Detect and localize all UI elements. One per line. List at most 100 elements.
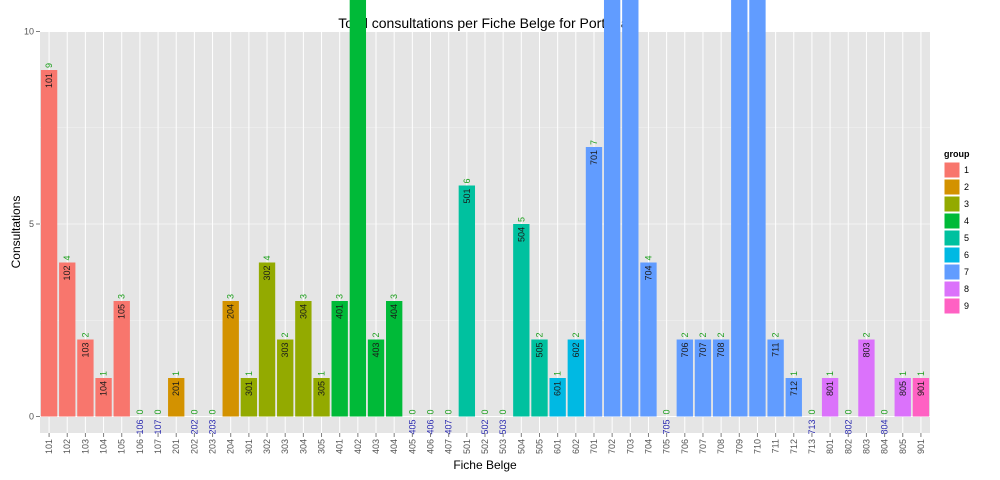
x-tick-label: 501 bbox=[462, 439, 472, 454]
bar-value-label: 3 bbox=[389, 294, 399, 299]
bar bbox=[640, 262, 657, 417]
bar-category-label: 803 bbox=[861, 343, 871, 358]
x-tick-label: 705 bbox=[662, 439, 672, 454]
y-tick-label: 0 bbox=[29, 412, 34, 422]
bar-value-label: 0 bbox=[135, 409, 145, 414]
legend-label: 7 bbox=[964, 267, 969, 277]
bar-value-label: 1 bbox=[553, 371, 563, 376]
bar bbox=[694, 339, 712, 417]
x-tick-label: 305 bbox=[317, 439, 327, 454]
bar-category-label: 304 bbox=[298, 304, 308, 319]
bar-category-label: 713 bbox=[807, 420, 817, 435]
bar-value-label: 1 bbox=[99, 371, 109, 376]
bar-category-label: 503 bbox=[498, 420, 508, 435]
x-tick-label: 805 bbox=[898, 439, 908, 454]
x-tick-label: 802 bbox=[843, 439, 853, 454]
bar-category-label: 302 bbox=[262, 266, 272, 281]
x-tick-label: 203 bbox=[208, 439, 218, 454]
x-tick-label: 701 bbox=[589, 439, 599, 454]
bar-category-label: 107 bbox=[153, 420, 163, 435]
bar-value-label: 2 bbox=[716, 332, 726, 337]
bar-category-label: 705 bbox=[662, 420, 672, 435]
bar-value-label: 6 bbox=[462, 178, 472, 183]
bar bbox=[349, 0, 367, 417]
bar-category-label: 301 bbox=[244, 381, 254, 396]
bar-category-label: 501 bbox=[462, 189, 472, 204]
x-tick-label: 601 bbox=[553, 439, 563, 454]
x-tick-label: 202 bbox=[189, 439, 199, 454]
legend-label: 1 bbox=[964, 165, 969, 175]
bar-value-label: 4 bbox=[62, 255, 72, 260]
bar-category-label: 706 bbox=[680, 343, 690, 358]
bar-category-label: 203 bbox=[208, 420, 218, 435]
bar bbox=[531, 339, 548, 417]
bar-category-label: 305 bbox=[317, 381, 327, 396]
legend-label: 9 bbox=[964, 301, 969, 311]
bar bbox=[785, 378, 802, 417]
legend-swatch bbox=[943, 229, 961, 247]
legend-label: 4 bbox=[964, 216, 969, 226]
x-tick-label: 712 bbox=[789, 439, 799, 454]
x-tick-label: 713 bbox=[807, 439, 817, 454]
x-tick-label: 304 bbox=[298, 439, 308, 454]
bar bbox=[894, 378, 911, 417]
x-tick-label: 201 bbox=[171, 439, 181, 454]
legend-label: 8 bbox=[964, 284, 969, 294]
bar-value-label: 7 bbox=[589, 140, 599, 145]
x-tick-label: 505 bbox=[534, 439, 544, 454]
bar-category-label: 712 bbox=[789, 381, 799, 396]
legend-swatch bbox=[943, 263, 961, 281]
x-tick-label: 504 bbox=[516, 439, 526, 454]
bar-value-label: 4 bbox=[262, 255, 272, 260]
x-tick-label: 403 bbox=[371, 439, 381, 454]
bar bbox=[168, 378, 185, 417]
bar-value-label: 3 bbox=[226, 294, 236, 299]
x-tick-label: 702 bbox=[607, 439, 617, 454]
bar-value-label: 0 bbox=[498, 409, 508, 414]
bar bbox=[749, 0, 766, 417]
legend-label: 6 bbox=[964, 250, 969, 260]
y-tick-label: 10 bbox=[24, 27, 34, 37]
bar-category-label: 204 bbox=[226, 304, 236, 319]
bar bbox=[858, 339, 875, 417]
bar bbox=[367, 339, 385, 417]
bar-category-label: 102 bbox=[62, 266, 72, 281]
x-tick-label: 407 bbox=[444, 439, 454, 454]
x-tick-label: 404 bbox=[389, 439, 399, 454]
bar bbox=[59, 262, 76, 417]
x-tick-label: 101 bbox=[44, 439, 54, 454]
x-tick-label: 402 bbox=[353, 439, 363, 454]
bar-category-label: 407 bbox=[444, 420, 454, 435]
bar bbox=[222, 301, 239, 417]
bar-value-label: 0 bbox=[843, 409, 853, 414]
bar-category-label: 601 bbox=[553, 381, 563, 396]
y-tick-label: 5 bbox=[29, 219, 34, 229]
legend-swatch bbox=[943, 178, 961, 196]
x-tick-label: 710 bbox=[752, 439, 762, 454]
x-axis-title: Fiche Belge bbox=[453, 458, 517, 472]
bar-value-label: 0 bbox=[407, 409, 417, 414]
bar bbox=[258, 262, 276, 417]
x-tick-label: 703 bbox=[625, 439, 635, 454]
x-tick-label: 302 bbox=[262, 439, 272, 454]
bar bbox=[676, 339, 693, 417]
y-axis: 051015 bbox=[24, 27, 40, 422]
x-tick-label: 102 bbox=[62, 439, 72, 454]
bar-value-label: 5 bbox=[516, 217, 526, 222]
x-tick-label: 303 bbox=[280, 439, 290, 454]
bar-category-label: 704 bbox=[643, 266, 653, 281]
x-tick-label: 706 bbox=[680, 439, 690, 454]
bar-value-label: 2 bbox=[534, 332, 544, 337]
x-tick-label: 707 bbox=[698, 439, 708, 454]
bar bbox=[622, 0, 639, 417]
x-tick-label: 107 bbox=[153, 439, 163, 454]
legend-swatch bbox=[943, 161, 961, 179]
bar-category-label: 805 bbox=[898, 381, 908, 396]
x-tick-label: 105 bbox=[117, 439, 127, 454]
bar-value-label: 0 bbox=[208, 409, 218, 414]
bar-value-label: 0 bbox=[880, 409, 890, 414]
x-axis: 101 102 103 104 105 106 107 201 202 203 204 301 302 3… bbox=[44, 433, 926, 454]
bar-category-label: 602 bbox=[571, 343, 581, 358]
bar-value-label: 1 bbox=[916, 371, 926, 376]
